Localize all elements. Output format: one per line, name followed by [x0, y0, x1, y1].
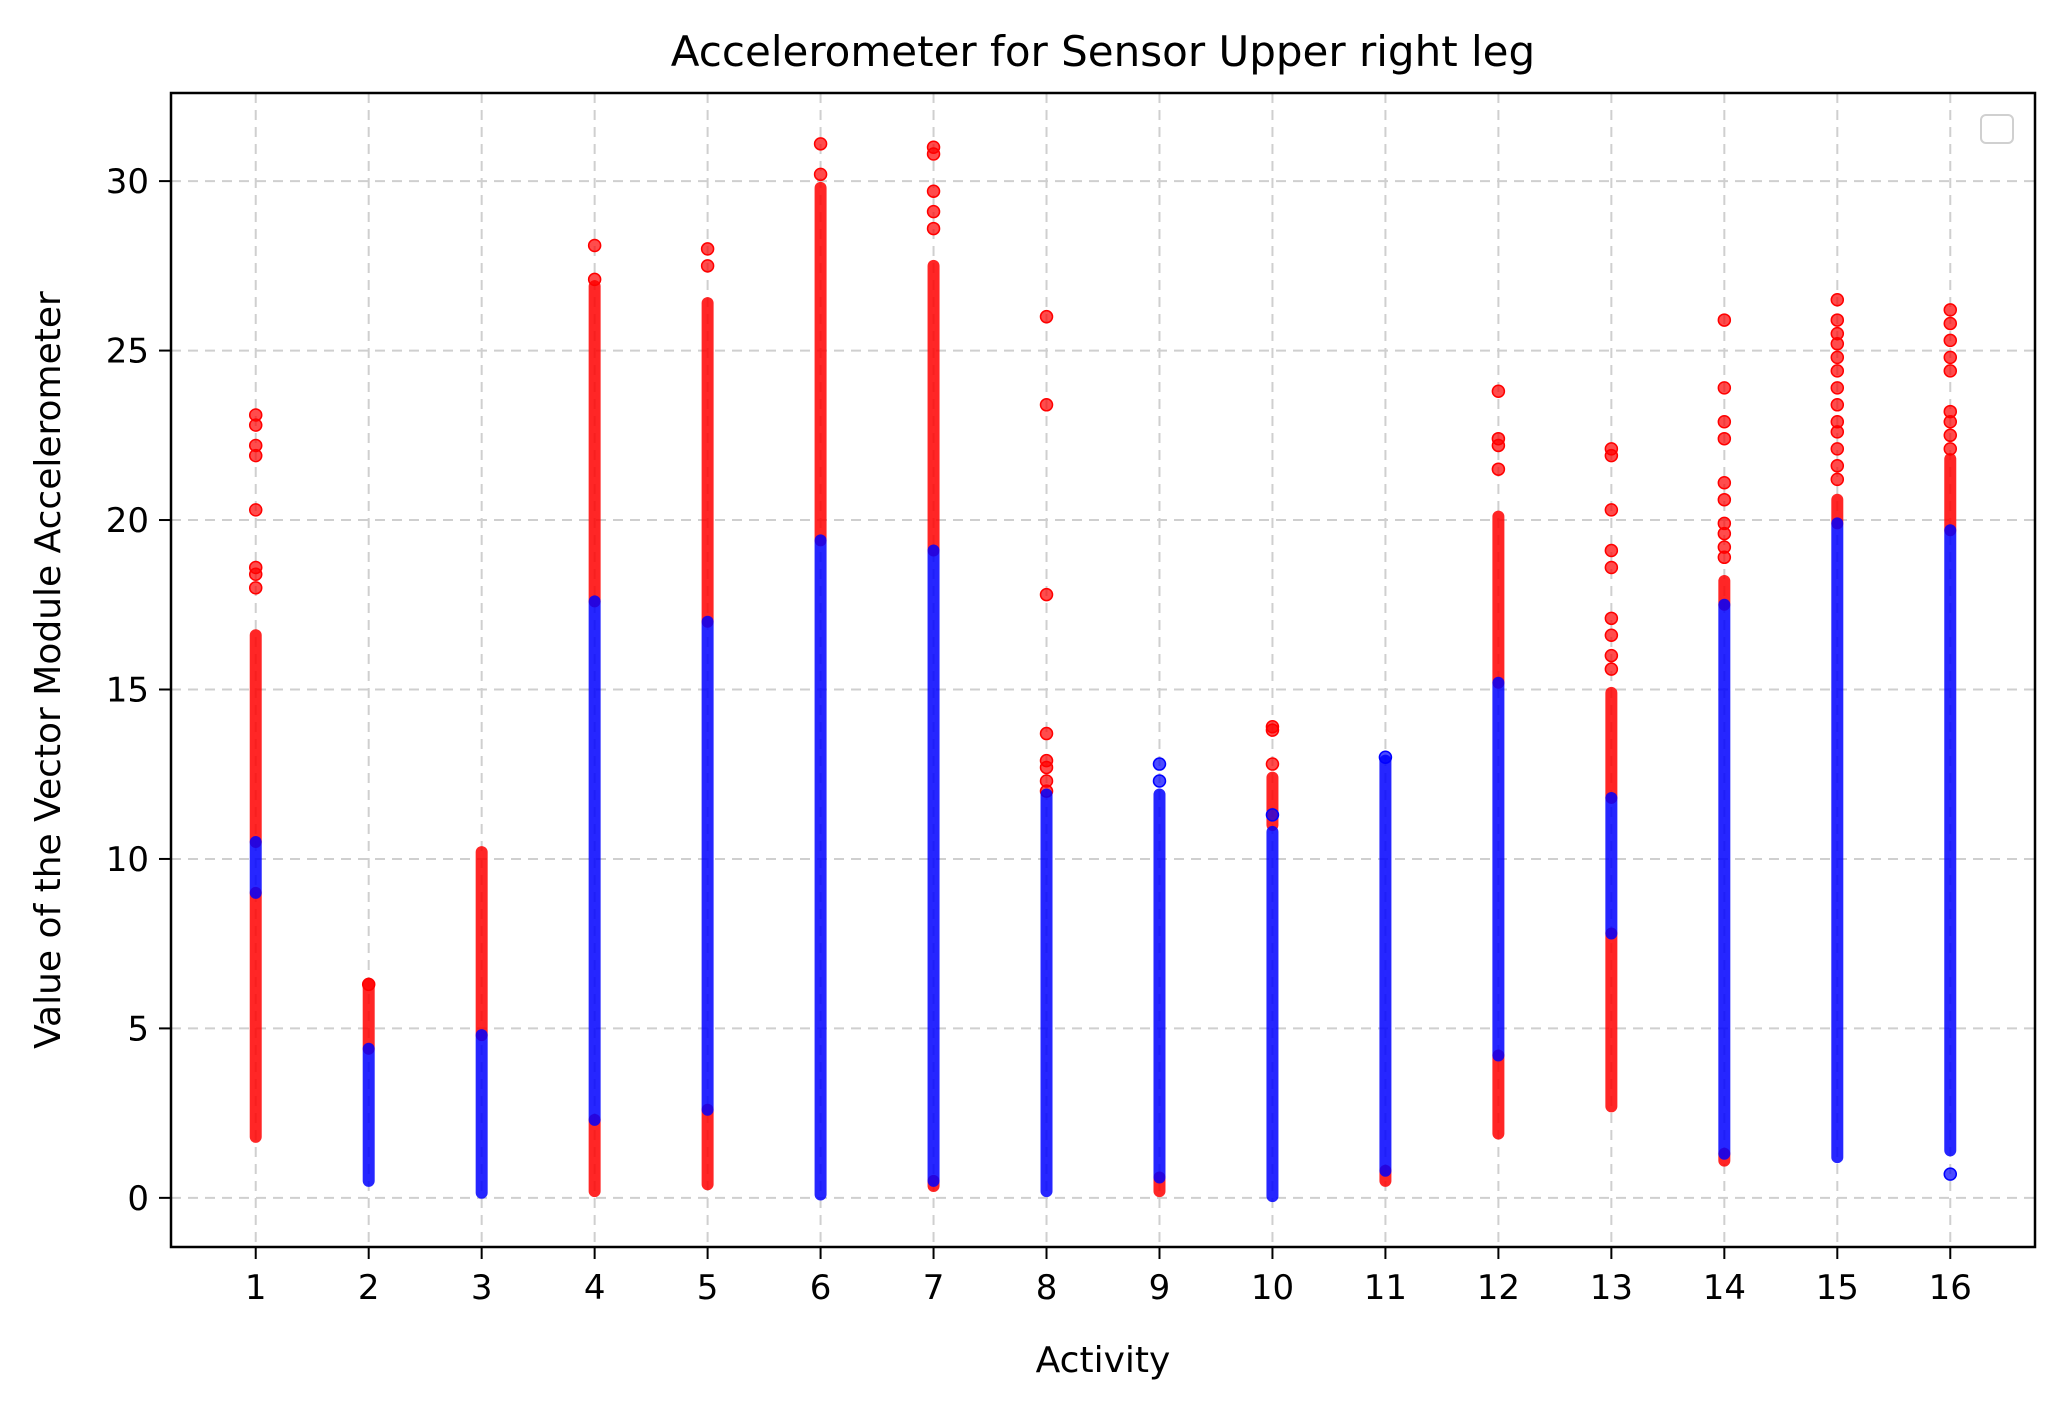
scatter-point — [1604, 611, 1619, 626]
scatter-point — [1717, 414, 1732, 429]
scatter-point — [1830, 472, 1845, 487]
scatter-point — [1830, 398, 1845, 412]
scatter-point — [1717, 526, 1732, 541]
x-tick-label: 10 — [1251, 1268, 1294, 1308]
y-tick-label: 20 — [106, 501, 149, 541]
scatter-point — [587, 238, 602, 253]
x-tick-label: 15 — [1816, 1268, 1859, 1308]
scatter-point — [1604, 560, 1619, 575]
scatter-point — [1717, 313, 1732, 327]
scatter-point — [1265, 808, 1280, 822]
plot-frame — [169, 91, 2037, 1249]
scatter-point — [1717, 431, 1732, 446]
scatter-point — [1717, 492, 1732, 507]
scatter-point — [1830, 313, 1845, 327]
scatter-marks — [248, 137, 1958, 1203]
y-tick-label: 30 — [106, 162, 149, 202]
scatter-point — [1491, 462, 1506, 476]
x-tick-label: 12 — [1477, 1268, 1520, 1308]
x-tick-label: 13 — [1590, 1268, 1633, 1308]
scatter-point — [1943, 303, 1958, 317]
scatter-point — [1378, 750, 1393, 765]
scatter-point — [1152, 757, 1167, 771]
scatter-point — [1943, 1167, 1958, 1181]
scatter-point — [1717, 381, 1732, 395]
scatter-point — [1604, 662, 1619, 676]
scatter-point — [248, 503, 263, 517]
scatter-point — [1830, 337, 1845, 351]
x-tick-label: 2 — [358, 1268, 380, 1308]
scatter-point — [587, 272, 602, 287]
legend-box — [1980, 114, 2014, 144]
scatter-point — [1604, 448, 1619, 463]
scatter-point — [1830, 350, 1845, 365]
scatter-point — [1830, 381, 1845, 395]
x-tick-label: 3 — [471, 1268, 493, 1308]
scatter-point — [1039, 587, 1054, 602]
scatter-point — [248, 448, 263, 463]
scatter-point — [1265, 723, 1280, 737]
scatter-point — [1717, 550, 1732, 565]
x-tick-label: 14 — [1703, 1268, 1746, 1308]
scatter-point — [248, 418, 263, 432]
scatter-point — [1943, 428, 1958, 443]
scatter-point — [248, 567, 263, 582]
scatter-point — [1265, 757, 1280, 771]
scatter-point — [1830, 442, 1845, 456]
scatter-point — [926, 204, 941, 219]
scatter-point — [813, 167, 828, 182]
scatter-point — [1491, 438, 1506, 453]
x-tick-label: 8 — [1036, 1268, 1058, 1308]
x-tick-label: 6 — [810, 1268, 832, 1308]
scatter-point — [1830, 459, 1845, 473]
scatter-point — [1943, 350, 1958, 365]
scatter-point — [361, 977, 376, 992]
x-tick-label: 1 — [245, 1268, 267, 1308]
scatter-point — [1943, 414, 1958, 429]
x-axis-label: Activity — [1036, 1340, 1171, 1381]
y-tick-label: 5 — [127, 1009, 149, 1049]
scatter-point — [1604, 628, 1619, 643]
y-tick-label: 10 — [106, 840, 149, 880]
x-tick-label: 9 — [1149, 1268, 1171, 1308]
scatter-point — [1604, 543, 1619, 558]
scatter-point — [1943, 364, 1958, 378]
scatter-point — [1830, 364, 1845, 378]
scatter-point — [700, 242, 715, 256]
scatter-point — [1943, 333, 1958, 348]
scatter-point — [1039, 309, 1054, 324]
scatter-point — [1830, 425, 1845, 439]
scatter-point — [1039, 726, 1054, 741]
y-tick-label: 15 — [106, 670, 149, 710]
scatter-point — [700, 259, 715, 273]
x-tick-label: 16 — [1929, 1268, 1972, 1308]
scatter-point — [1604, 648, 1619, 663]
scatter-point — [1830, 292, 1845, 307]
y-axis-label: Value of the Vector Module Accelerometer — [28, 291, 69, 1049]
chart-title: Accelerometer for Sensor Upper right leg — [671, 27, 1535, 76]
scatter-point — [1943, 316, 1958, 331]
x-tick-label: 7 — [923, 1268, 945, 1308]
scatter-point — [1039, 760, 1054, 775]
y-tick-label: 0 — [127, 1179, 149, 1219]
scatter-point — [1039, 398, 1054, 412]
scatter-point — [1491, 384, 1506, 398]
scatter-point — [1943, 442, 1958, 456]
scatter-point — [926, 140, 941, 154]
scatter-point — [1152, 774, 1167, 788]
x-tick-label: 5 — [697, 1268, 719, 1308]
y-tick-label: 25 — [106, 332, 149, 372]
scatter-point — [926, 221, 941, 236]
scatter-point — [1717, 476, 1732, 490]
scatter-point — [813, 137, 828, 151]
scatter-point — [926, 184, 941, 199]
scatter-point — [248, 581, 263, 595]
x-tick-label: 11 — [1364, 1268, 1407, 1308]
x-tick-label: 4 — [584, 1268, 606, 1308]
scatter-point — [1604, 503, 1619, 517]
